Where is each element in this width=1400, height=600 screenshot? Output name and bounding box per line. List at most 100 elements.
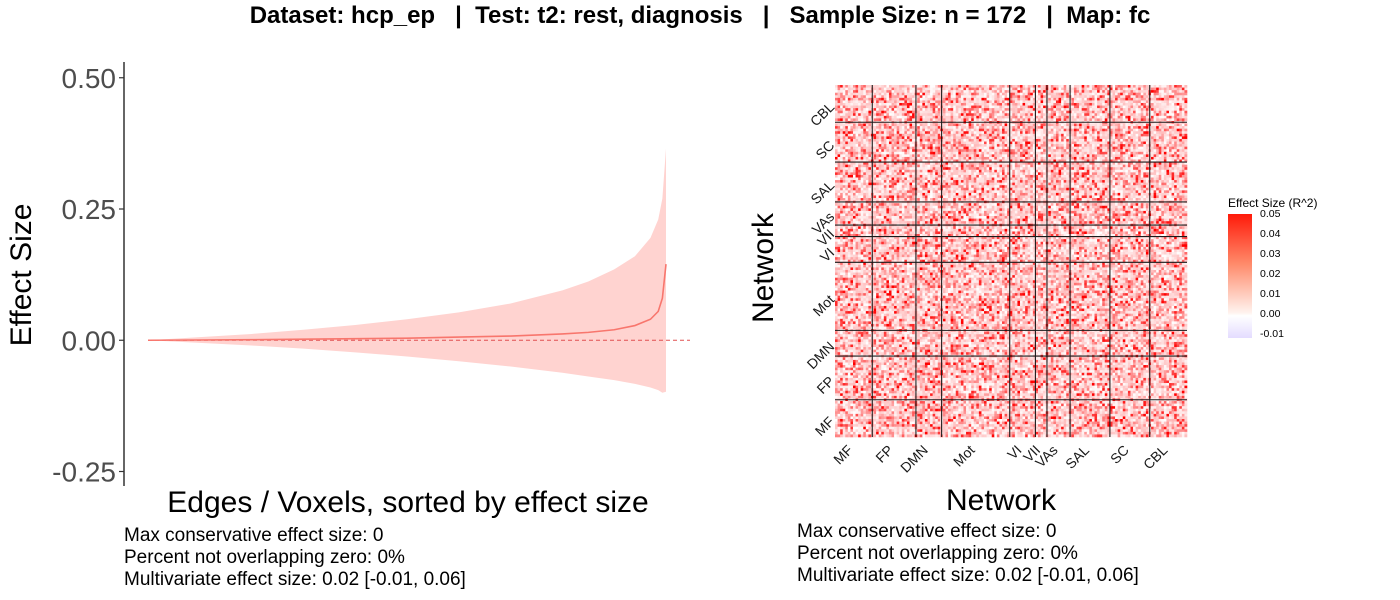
heatmap-cell (1143, 144, 1147, 147)
heatmap-cell (1079, 90, 1082, 94)
heatmap-cell (996, 87, 1000, 91)
heatmap-cell (953, 110, 957, 114)
heatmap-cell (1125, 159, 1129, 163)
heatmap-cell (1171, 90, 1175, 94)
heatmap-cell (984, 110, 987, 114)
heatmap-cell (1055, 136, 1059, 140)
heatmap-cell (976, 159, 980, 163)
heatmap-cell (991, 110, 995, 114)
heatmap-cell (1094, 151, 1098, 155)
heatmap-cell (881, 141, 885, 145)
heatmap-cell (1109, 141, 1113, 145)
heatmap-cell (840, 177, 844, 181)
heatmap-cell (1025, 95, 1028, 99)
heatmap-cell (850, 115, 854, 119)
heatmap-cell (1063, 151, 1067, 155)
heatmap-cell (1076, 87, 1080, 91)
heatmap-cell (1035, 131, 1039, 135)
heatmap-cell (1135, 92, 1139, 96)
heatmap-cell (999, 85, 1003, 88)
heatmap-cell (1066, 123, 1070, 127)
heatmap-cell (930, 126, 933, 129)
heatmap-cell (927, 156, 931, 160)
heatmap-cell (883, 108, 887, 111)
heatmap-cell (981, 156, 985, 160)
heatmap-cell (1048, 105, 1052, 109)
heatmap-cell (1043, 156, 1046, 160)
heatmap-cell (950, 123, 954, 127)
heatmap-cell (1122, 169, 1126, 173)
heatmap-cell (1073, 162, 1077, 165)
heatmap-cell (1130, 141, 1134, 145)
heatmap-cell (876, 123, 879, 127)
heatmap-cell (912, 123, 915, 127)
heatmap-cell (971, 146, 975, 150)
heatmap-cell (1112, 100, 1116, 104)
heatmap-cell (1133, 113, 1136, 117)
heatmap-cell (858, 151, 861, 155)
heatmap-cell (1174, 126, 1178, 129)
heatmap-cell (937, 177, 941, 181)
heatmap-cell (950, 141, 954, 145)
heatmap-cell (1109, 128, 1113, 132)
heatmap-cell (1174, 102, 1178, 106)
heatmap-cell (1035, 118, 1039, 122)
heatmap-cell (1058, 95, 1062, 99)
heatmap-cell (1179, 110, 1183, 114)
heatmap-cell (1035, 164, 1039, 168)
heatmap-cell (1104, 159, 1108, 163)
heatmap-cell (994, 133, 998, 137)
heatmap-cell (1153, 131, 1157, 135)
heatmap-cell (986, 118, 990, 122)
heatmap-cell (1053, 110, 1057, 114)
heatmap-cell (966, 149, 969, 153)
heatmap-cell (984, 138, 987, 142)
heatmap-cell (891, 162, 895, 165)
heatmap-cell (945, 151, 949, 155)
heatmap-cell (958, 87, 962, 91)
heatmap-cell (953, 141, 957, 145)
heatmap-cell (1050, 87, 1054, 91)
heatmap-cell (1102, 87, 1106, 91)
heatmap-cell (948, 87, 951, 91)
heatmap-cell (1007, 118, 1011, 122)
heatmap-cell (865, 95, 869, 99)
heatmap-cell (1030, 169, 1034, 173)
heatmap-cell (1135, 154, 1139, 158)
heatmap-cell (837, 110, 841, 114)
heatmap-cell (919, 167, 923, 171)
heatmap-cell (1163, 128, 1167, 132)
heatmap-cell (989, 113, 993, 117)
heatmap-cell (924, 174, 928, 178)
heatmap-cell (1140, 85, 1144, 88)
heatmap-cell (835, 172, 838, 176)
heatmap-cell (1055, 92, 1059, 96)
heatmap-cell (858, 177, 861, 181)
heatmap-cell (855, 95, 859, 99)
heatmap-cell (1181, 113, 1185, 117)
heatmap-cell (1181, 146, 1185, 150)
heatmap-cell (1153, 108, 1157, 111)
heatmap-cell (842, 133, 846, 137)
heatmap-cell (906, 90, 910, 94)
heatmap-cell (881, 133, 885, 137)
heatmap-cell (876, 144, 879, 147)
heatmap-cell (1151, 169, 1154, 173)
heatmap-cell (999, 131, 1003, 135)
heatmap-cell (1032, 149, 1036, 153)
heatmap-cell (1133, 95, 1136, 99)
heatmap-cell (1091, 100, 1095, 104)
heatmap-cell (1120, 108, 1124, 111)
heatmap-cell (1048, 131, 1052, 135)
heatmap-cell (1027, 136, 1031, 140)
heatmap-cell (1094, 131, 1098, 135)
heatmap-cell (868, 162, 872, 165)
heatmap-cell (899, 115, 903, 119)
heatmap-cell (1145, 102, 1149, 106)
heatmap-cell (1176, 159, 1180, 163)
heatmap-cell (899, 118, 903, 122)
heatmap-cell (845, 164, 849, 168)
heatmap-cell (868, 118, 872, 122)
heatmap-cell (1184, 110, 1188, 114)
heatmap-cell (1109, 172, 1113, 176)
